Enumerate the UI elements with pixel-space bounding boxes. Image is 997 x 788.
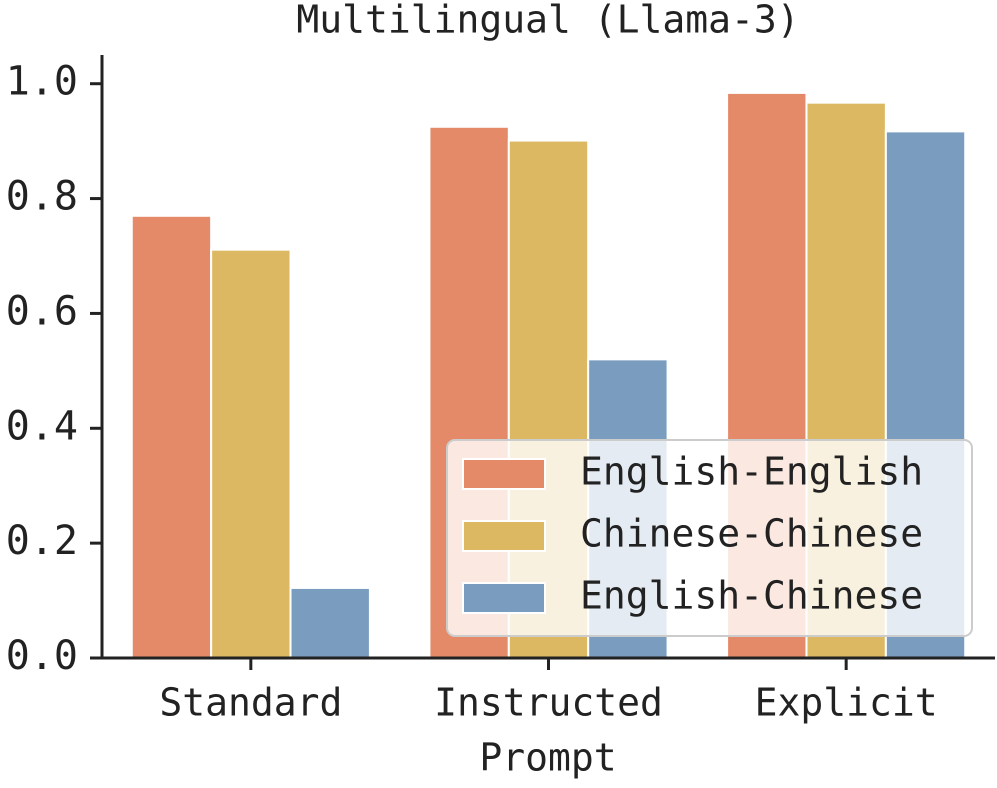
chart-title: Multilingual (Llama-3) [296,0,799,42]
x-tick-label: Standard [159,681,342,725]
y-tick-label: 0.6 [6,288,78,334]
x-tick-label: Explicit [755,681,938,725]
legend-swatch [462,458,546,490]
legend-label: English-Chinese [580,574,923,618]
y-tick-label: 0.8 [6,174,78,220]
legend-swatch [462,520,546,552]
legend: English-English Chinese-Chinese English-Ch… [446,439,973,637]
y-tick-label: 0.2 [6,518,78,564]
bar [289,586,371,659]
y-tick-label: 0.4 [6,403,78,449]
x-tick-label: Instructed [434,681,663,725]
y-tick-label: 0.0 [6,633,78,679]
legend-box [446,439,973,637]
legend-label: English-English [580,450,923,494]
y-tick-label: 1.0 [6,59,78,105]
bar [210,248,292,659]
bar [130,214,213,660]
legend-swatch [462,582,546,614]
x-axis-label: Prompt [479,736,616,780]
legend-label: Chinese-Chinese [580,512,923,556]
